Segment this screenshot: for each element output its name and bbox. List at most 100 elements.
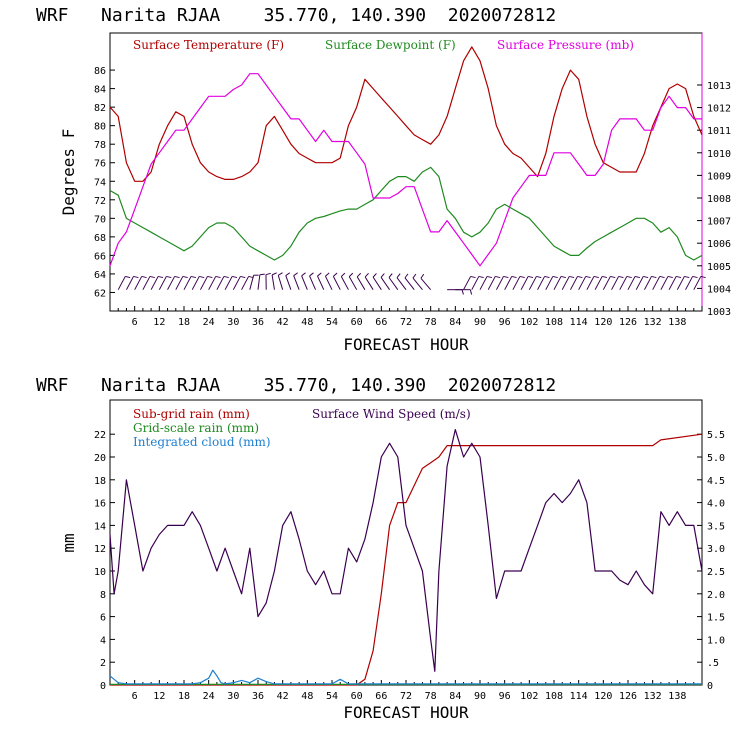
wind-barbs [117, 272, 706, 295]
chart-title: WRF Narita RJAA 35.770, 140.390 20200728… [36, 375, 556, 396]
x-tick-label: 36 [252, 691, 264, 702]
x-tick-label: 12 [153, 691, 165, 702]
x-axis-ticks: 6 12 18 24 30 36 42 48 54 60 66 72 78 84 90 96 102 108 114… [109, 306, 703, 328]
wind-barb [150, 275, 164, 290]
series-line-sub-grid-rain [110, 433, 703, 686]
x-tick-label: 138 [668, 317, 686, 328]
x-tick-label: 114 [570, 691, 588, 702]
wind-barb [487, 275, 501, 290]
x-tick-label: 120 [594, 691, 612, 702]
wind-barb [134, 275, 147, 290]
wind-barb [594, 275, 608, 290]
y2-tick-label: 1013 [707, 81, 731, 92]
legend-pressure: Surface Pressure (mb) [497, 38, 634, 52]
x-tick-label: 48 [301, 317, 313, 328]
wind-barb [293, 272, 300, 290]
wind-barb [117, 275, 131, 290]
wind-barb [232, 275, 246, 290]
y-tick-label: 12 [94, 544, 106, 555]
wind-barb [644, 275, 657, 290]
y2-tick-label: 1012 [707, 104, 731, 115]
legend-wind-speed: Surface Wind Speed (m/s) [312, 407, 471, 421]
x-axis-ticks: 6 12 18 24 30 36 42 48 54 60 66 72 78 84 90 96 102 108 114… [109, 680, 703, 702]
legend-subgrid-rain: Sub-grid rain (mm) [133, 407, 250, 421]
legend-temperature: Surface Temperature (F) [133, 38, 284, 52]
x-tick-label: 60 [351, 691, 363, 702]
y2-tick-label: 1010 [707, 149, 731, 160]
y2-tick-label: 0 [707, 681, 713, 692]
x-tick-label: 12 [153, 317, 165, 328]
y-tick-label: 20 [94, 453, 106, 464]
series-group [109, 46, 703, 267]
x-tick-label: 102 [520, 691, 538, 702]
wind-barb [224, 275, 238, 290]
wind-barb [216, 275, 229, 290]
wind-barb [332, 272, 341, 290]
wind-barb [257, 273, 265, 290]
wind-barb [208, 275, 221, 290]
legend-gridscale-rain: Grid-scale rain (mm) [133, 421, 259, 435]
wind-barb [309, 272, 317, 290]
series-line-surface-dewpoint [109, 166, 703, 261]
wind-barb [364, 272, 374, 290]
wind-barb [412, 273, 423, 291]
series-line-surface-temperature [109, 46, 703, 182]
x-tick-label: 18 [178, 691, 190, 702]
y-tick-label: 64 [94, 270, 106, 281]
y2-tick-label: 5.0 [707, 453, 725, 464]
x-tick-label: 18 [178, 317, 190, 328]
y2-tick-label: 1006 [707, 239, 731, 250]
x-tick-label: 126 [619, 691, 637, 702]
wind-barb [372, 273, 382, 290]
series-group [109, 429, 703, 686]
y-axis-label: mm [59, 533, 78, 552]
wind-barb [635, 275, 649, 290]
y2-tick-label: 1003 [707, 307, 731, 318]
wind-barb [652, 275, 665, 290]
x-tick-label: 96 [499, 691, 511, 702]
wind-barb [317, 272, 325, 290]
wind-barb [249, 274, 259, 290]
wind-barb [380, 273, 390, 290]
x-tick-label: 132 [644, 691, 662, 702]
x-tick-label: 126 [619, 317, 637, 328]
wind-barb [570, 275, 583, 290]
y2-tick-label: 1009 [707, 171, 731, 182]
wind-barb [447, 289, 464, 295]
legend-integrated-cloud: Integrated cloud (mm) [133, 435, 271, 449]
wind-barb [471, 275, 484, 290]
x-tick-label: 84 [449, 691, 461, 702]
wind-barb [537, 275, 550, 290]
legend-dewpoint: Surface Dewpoint (F) [325, 38, 456, 52]
x-tick-label: 30 [227, 691, 239, 702]
wind-barb [685, 275, 698, 290]
y-tick-label: 66 [94, 251, 106, 262]
x-tick-label: 72 [400, 317, 412, 328]
y2-axis-ticks: 1003 1004 1005 1006 1007 1008 1009 1010 1011 1012… [697, 81, 731, 318]
y2-tick-label: 1005 [707, 262, 731, 273]
x-tick-label: 84 [449, 317, 461, 328]
y-tick-label: 76 [94, 159, 106, 170]
wind-barb [561, 275, 575, 290]
plot-area [109, 32, 703, 312]
chart-title: WRF Narita RJAA 35.770, 140.390 20200728… [36, 5, 556, 26]
y2-tick-label: 1004 [707, 284, 731, 295]
x-tick-label: 42 [277, 317, 289, 328]
y-tick-label: 4 [100, 635, 106, 646]
x-tick-label: 90 [474, 317, 486, 328]
x-axis-label: FORECAST HOUR [343, 335, 469, 354]
y-tick-label: 82 [94, 103, 106, 114]
x-tick-label: 66 [375, 317, 387, 328]
x-tick-label: 30 [227, 317, 239, 328]
y2-tick-label: 1.5 [707, 613, 725, 624]
wind-barb [479, 275, 493, 290]
wind-barb [602, 275, 616, 290]
wind-barb [356, 272, 366, 290]
y-tick-label: 74 [94, 177, 106, 188]
y2-tick-label: 2.5 [707, 567, 725, 578]
y2-tick-label: 3.5 [707, 521, 725, 532]
x-tick-label: 78 [425, 691, 437, 702]
x-tick-label: 54 [326, 691, 338, 702]
wind-barb [167, 275, 180, 290]
wind-barb [496, 275, 509, 290]
